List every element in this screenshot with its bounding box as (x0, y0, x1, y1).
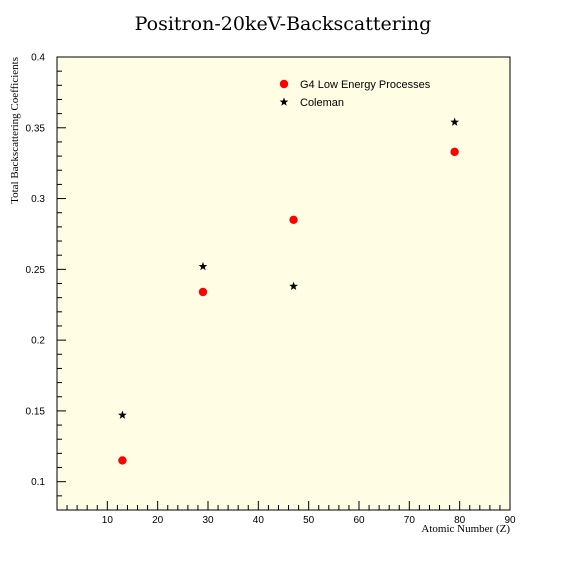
y-tick-label: 0.25 (26, 265, 46, 276)
y-tick-label: 0.2 (31, 336, 45, 347)
y-tick-label: 0.4 (31, 53, 45, 64)
coleman-data-point (289, 281, 298, 291)
x-tick-label: 70 (404, 515, 416, 526)
x-axis-label: Atomic Number (Z) (421, 523, 510, 535)
x-tick-label: 90 (504, 515, 516, 526)
data-points (118, 117, 460, 465)
x-tick-label: 30 (202, 515, 214, 526)
y-tick-label: 0.3 (31, 194, 45, 205)
y-tick-label: 0.15 (26, 406, 46, 417)
x-tick-label: 50 (303, 515, 315, 526)
y-axis: 0.1 0.15 0.2 0.25 0.3 0.35 0.4 (26, 53, 66, 511)
plot-area (56, 56, 511, 511)
chart-title: Positron-20keV-Backscattering (135, 13, 432, 35)
legend-marker (279, 79, 289, 89)
coleman-data-point (198, 261, 208, 271)
legend-label: G4 Low Energy Processes (300, 79, 431, 91)
x-tick-label: 80 (454, 515, 466, 526)
g4-data-point (289, 215, 298, 224)
x-tick-label: 40 (253, 515, 265, 526)
legend-marker (279, 97, 289, 106)
coleman-data-point (450, 117, 460, 126)
coleman-data-point (118, 410, 127, 419)
g4-data-point (450, 147, 459, 157)
g4-data-point (118, 456, 127, 465)
g4-data-point (198, 287, 208, 297)
legend: G4 Low Energy Processes Coleman (279, 79, 431, 109)
x-axis: 10 20 30 40 50 60 70 80 90 (56, 501, 516, 526)
x-tick-label: 10 (102, 515, 114, 526)
y-axis-label: Total Backscattering Coefficients (9, 57, 21, 204)
x-tick-label: 60 (353, 515, 365, 526)
y-tick-label: 0.35 (26, 123, 46, 134)
x-tick-label: 20 (152, 515, 164, 526)
y-tick-label: 0.1 (31, 477, 45, 488)
legend-label: Coleman (300, 97, 344, 109)
